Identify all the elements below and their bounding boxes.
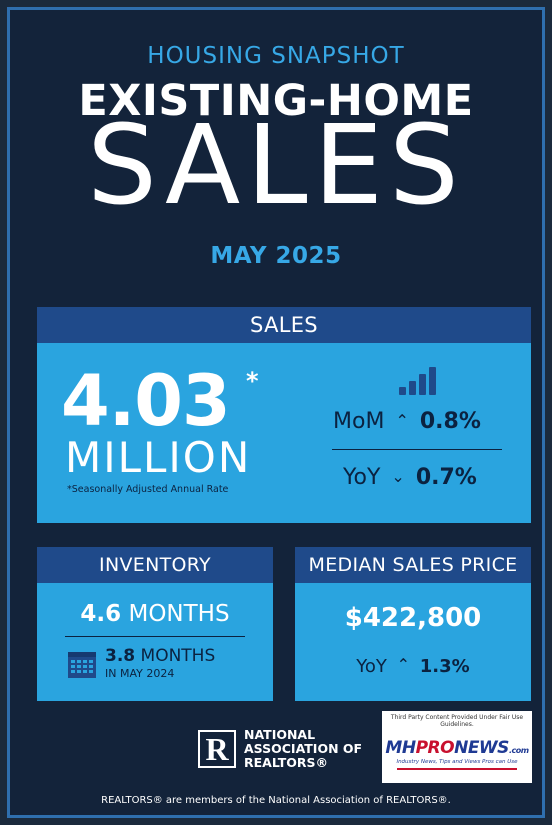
inventory-main: 4.6 MONTHS [37, 601, 273, 627]
infographic-frame: HOUSING SNAPSHOT EXISTING-HOME SALES MAY… [7, 7, 545, 818]
brand-news: NEWS [454, 738, 509, 758]
sales-footnote: *Seasonally Adjusted Annual Rate [67, 484, 229, 495]
title-line-1: EXISTING-HOME [78, 76, 474, 126]
title-line-2: SALES [87, 101, 465, 229]
inventory-card: 4.6 MONTHS 3.8 MONTHS IN MAY 2024 [37, 583, 273, 701]
report-month: MAY 2025 [210, 243, 342, 269]
inventory-prior-unit: MONTHS [140, 646, 216, 666]
sales-card-header: SALES [37, 307, 531, 343]
sales-card: 4.03 * MILLION *Seasonally Adjusted Annu… [37, 343, 531, 523]
down-arrow-icon: ⌄ [391, 467, 405, 486]
mom-row: MoM ⌃ 0.8% [333, 409, 481, 434]
inventory-divider [65, 636, 245, 637]
mom-label: MoM [333, 409, 385, 434]
nar-name-line-3: REALTORS® [244, 755, 329, 770]
median-price-yoy-value: 1.3% [419, 656, 470, 677]
brand-mh: MH [385, 738, 416, 758]
up-arrow-icon: ⌃ [395, 411, 409, 430]
brand-com: .com [508, 746, 529, 755]
median-price-card-header: MEDIAN SALES PRICE [295, 547, 531, 583]
inventory-prior: 3.8 MONTHS [105, 647, 215, 665]
sales-unit: MILLION [65, 433, 252, 482]
inventory-value: 4.6 [80, 601, 122, 627]
inventory-unit: MONTHS [128, 601, 230, 627]
up-arrow-icon: ⌃ [396, 655, 411, 674]
inventory-prior-value: 3.8 [105, 646, 136, 666]
median-price-yoy: YoY ⌃ 1.3% [295, 655, 531, 677]
sales-divider [332, 449, 502, 450]
inventory-prior-note: IN MAY 2024 [105, 667, 175, 680]
median-price-value: $422,800 [344, 603, 482, 633]
sales-asterisk: * [246, 367, 259, 395]
mhpronews-watermark: Third Party Content Provided Under Fair … [382, 711, 532, 783]
calendar-icon [68, 652, 96, 678]
sales-value: 4.03 [61, 360, 231, 442]
nar-name-line-2: ASSOCIATION OF [244, 741, 363, 756]
fair-use-notice: Third Party Content Provided Under Fair … [390, 714, 524, 728]
inventory-card-header: INVENTORY [37, 547, 273, 583]
bar-chart-icon [399, 367, 437, 395]
mom-value: 0.8% [419, 409, 481, 434]
yoy-row: YoY ⌄ 0.7% [343, 465, 477, 490]
nar-name: NATIONAL ASSOCIATION OF REALTORS® [244, 728, 362, 770]
nar-name-line-1: NATIONAL [244, 727, 316, 742]
median-price-yoy-label: YoY [356, 656, 387, 677]
median-price-card: $422,800 YoY ⌃ 1.3% [295, 583, 531, 701]
nar-logo-icon: R [198, 730, 236, 768]
mhpronews-logo: MHPRONEWS.com [382, 738, 532, 758]
kicker: HOUSING SNAPSHOT [147, 43, 405, 69]
yoy-value: 0.7% [415, 465, 477, 490]
yoy-label: YoY [343, 465, 381, 490]
nar-logo-block: R NATIONAL ASSOCIATION OF REALTORS® [198, 728, 362, 770]
brand-pro: PRO [415, 738, 455, 758]
mhpronews-tagline: Industry News, Tips and Views Pros can U… [396, 759, 518, 765]
mhpronews-rule [397, 768, 517, 770]
footer-disclaimer: REALTORS® are members of the National As… [101, 795, 451, 806]
